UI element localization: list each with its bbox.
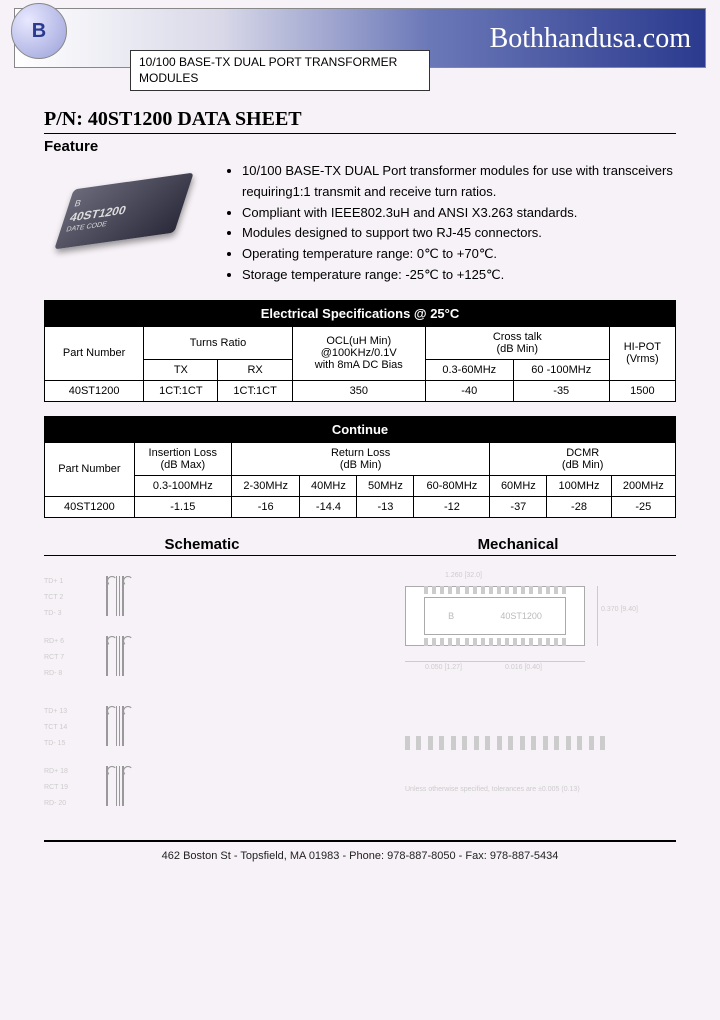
t1-part: 40ST1200 xyxy=(45,380,144,401)
mech-logo: B xyxy=(448,611,454,621)
t2-dcc: -25 xyxy=(611,496,675,517)
t1-ct2: (dB Min) xyxy=(496,343,538,355)
diagrams: TD+ 1 TCT 2 TD- 3 RD+ 6 RCT 7 RD- 8 TD+ … xyxy=(44,566,676,826)
title-rule xyxy=(44,133,676,134)
t1-h-ctb: 60 -100MHz xyxy=(513,359,609,380)
mech-footprint xyxy=(405,736,605,776)
t1-h-turns: Turns Ratio xyxy=(144,326,293,359)
t2-h-rla: 2-30MHz xyxy=(231,475,300,496)
t1-ct1: Cross talk xyxy=(493,331,542,343)
mech-package: B 40ST1200 xyxy=(405,586,585,646)
t1-cta: -40 xyxy=(425,380,513,401)
t2-h-rld: 60-80MHz xyxy=(414,475,490,496)
t1-hp1: HI-POT xyxy=(624,341,661,353)
t1-ctb: -35 xyxy=(513,380,609,401)
t2-il2: (dB Max) xyxy=(160,459,205,471)
t2-h-rl: Return Loss (dB Min) xyxy=(231,442,490,475)
section-titles: Schematic Mechanical xyxy=(44,536,676,553)
t2-rl1: Return Loss xyxy=(331,447,390,459)
t2-rlb: -14.4 xyxy=(300,496,357,517)
trafo-1 xyxy=(84,576,154,620)
schematic-diagram: TD+ 1 TCT 2 TD- 3 RD+ 6 RCT 7 RD- 8 TD+ … xyxy=(44,566,355,826)
t2-dc2: (dB Min) xyxy=(562,459,604,471)
table2-title: Continue xyxy=(45,416,676,442)
t1-tx: 1CT:1CT xyxy=(144,380,218,401)
t2-h-rlb: 40MHz xyxy=(300,475,357,496)
feature-row: B 40ST1200 DATE CODE 10/100 BASE-TX DUAL… xyxy=(44,161,676,286)
part-number-title: P/N: 40ST1200 DATA SHEET xyxy=(44,108,676,131)
mechanical-diagram: B 40ST1200 1.260 [32.0] 0.370 [9.40] 0.0… xyxy=(365,566,676,826)
feature-item: Storage temperature range: -25℃ to +125℃… xyxy=(242,265,676,286)
t2-h-rlc: 50MHz xyxy=(357,475,414,496)
spec-table-1: Electrical Specifications @ 25°C Part Nu… xyxy=(44,300,676,402)
feature-item: 10/100 BASE-TX DUAL Port transformer mod… xyxy=(242,161,676,203)
footer-text: 462 Boston St - Topsfield, MA 01983 - Ph… xyxy=(0,842,720,876)
trafo-3 xyxy=(84,706,154,750)
chip-body: B 40ST1200 DATE CODE xyxy=(54,173,193,250)
mech-part: 40ST1200 xyxy=(500,611,542,621)
t2-dcb: -28 xyxy=(547,496,611,517)
t1-ocl3: with 8mA DC Bias xyxy=(315,359,403,371)
chip-image: B 40ST1200 DATE CODE xyxy=(44,161,204,261)
table1-title: Electrical Specifications @ 25°C xyxy=(45,300,676,326)
t2-dca: -37 xyxy=(490,496,547,517)
subtitle-box: 10/100 BASE-TX DUAL PORT TRANSFORMER MOD… xyxy=(130,50,430,91)
t2-rld: -12 xyxy=(414,496,490,517)
schematic-title: Schematic xyxy=(44,536,360,553)
t1-h-ocl: OCL(uH Min) @100KHz/0.1V with 8mA DC Bia… xyxy=(292,326,425,380)
spec-table-2: Continue Part Number Insertion Loss (dB … xyxy=(44,416,676,518)
feature-label: Feature xyxy=(44,138,676,155)
feature-list: 10/100 BASE-TX DUAL Port transformer mod… xyxy=(224,161,676,286)
mechanical-title: Mechanical xyxy=(360,536,676,553)
company-logo: B xyxy=(11,3,67,59)
feature-item: Modules designed to support two RJ-45 co… xyxy=(242,223,676,244)
t1-ocl2: @100KHz/0.1V xyxy=(321,347,397,359)
t1-h-tx: TX xyxy=(144,359,218,380)
t1-ocl1: OCL(uH Min) xyxy=(326,335,391,347)
feature-item: Compliant with IEEE802.3uH and ANSI X3.2… xyxy=(242,203,676,224)
t2-rla: -16 xyxy=(231,496,300,517)
logo-text: B xyxy=(32,20,46,43)
t1-h-cta: 0.3-60MHz xyxy=(425,359,513,380)
t2-h-il: Insertion Loss (dB Max) xyxy=(134,442,231,475)
trafo-2 xyxy=(84,636,154,680)
t1-ocl: 350 xyxy=(292,380,425,401)
t2-h-dc: DCMR (dB Min) xyxy=(490,442,676,475)
t2-rlc: -13 xyxy=(357,496,414,517)
t2-dc1: DCMR xyxy=(566,447,599,459)
t2-h-dca: 60MHz xyxy=(490,475,547,496)
mech-tol: Unless otherwise specified, tolerances a… xyxy=(405,786,580,793)
t1-hipot: 1500 xyxy=(609,380,675,401)
t2-h-ilr: 0.3-100MHz xyxy=(134,475,231,496)
content: P/N: 40ST1200 DATA SHEET Feature B 40ST1… xyxy=(0,68,720,826)
section-rule xyxy=(44,555,676,556)
t2-part: 40ST1200 xyxy=(45,496,135,517)
t1-hp2: (Vrms) xyxy=(626,353,659,365)
trafo-4 xyxy=(84,766,154,810)
feature-item: Operating temperature range: 0℃ to +70℃. xyxy=(242,244,676,265)
t1-h-rx: RX xyxy=(218,359,292,380)
t1-h-ct: Cross talk (dB Min) xyxy=(425,326,609,359)
brand-text: Bothhandusa.com xyxy=(490,23,691,55)
t2-il1: Insertion Loss xyxy=(149,447,217,459)
t1-h-hipot: HI-POT (Vrms) xyxy=(609,326,675,380)
t2-il: -1.15 xyxy=(134,496,231,517)
t2-rl2: (dB Min) xyxy=(340,459,382,471)
t2-h-dcb: 100MHz xyxy=(547,475,611,496)
t2-h-part: Part Number xyxy=(45,442,135,496)
t1-h-part: Part Number xyxy=(45,326,144,380)
t2-h-dcc: 200MHz xyxy=(611,475,675,496)
t1-rx: 1CT:1CT xyxy=(218,380,292,401)
